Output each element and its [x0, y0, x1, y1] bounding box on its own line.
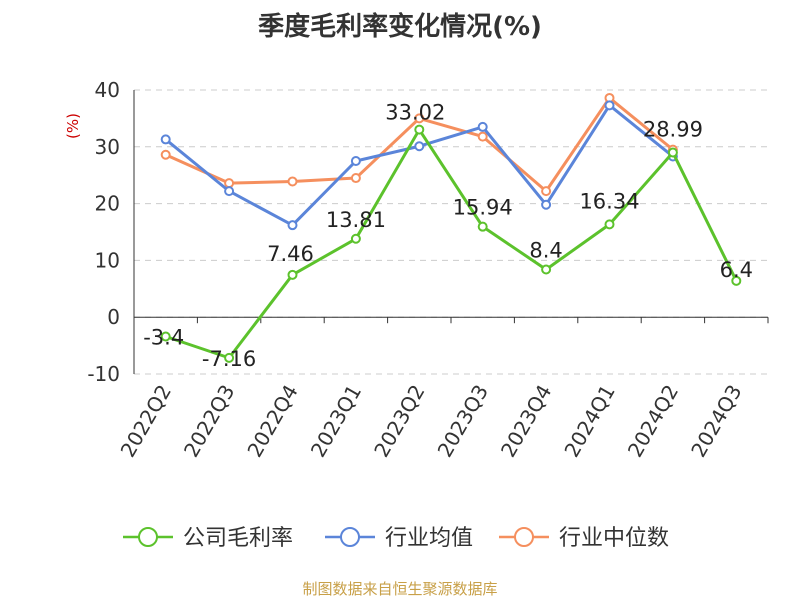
x-tick-label: 2022Q4 — [242, 381, 302, 462]
x-tick-label: 2023Q1 — [306, 381, 366, 462]
x-tick-label: 2022Q2 — [116, 381, 176, 462]
data-point — [287, 220, 298, 231]
data-point — [350, 233, 361, 244]
data-point — [541, 186, 552, 197]
data-label: 28.99 — [643, 118, 703, 142]
data-point — [604, 100, 615, 111]
data-point — [224, 352, 235, 363]
data-label: 6.4 — [720, 258, 753, 282]
data-point — [414, 141, 425, 152]
data-point — [287, 176, 298, 187]
data-point — [667, 147, 678, 158]
x-tick-label: 2024Q1 — [559, 381, 619, 462]
legend-label: 公司毛利率 — [183, 526, 293, 551]
x-tick-label: 2024Q2 — [623, 381, 683, 462]
x-tick-label: 2024Q3 — [686, 381, 746, 462]
data-point — [477, 121, 488, 132]
legend-label: 行业均值 — [385, 526, 473, 551]
y-tick-label: 10 — [95, 248, 120, 272]
y-tick-label: 30 — [95, 135, 120, 159]
y-tick-label: -10 — [87, 362, 120, 386]
data-label: -7.16 — [202, 347, 256, 371]
data-point — [414, 113, 425, 124]
data-point — [160, 149, 171, 160]
data-point — [541, 264, 552, 275]
x-tick-label: 2023Q3 — [433, 381, 493, 462]
data-point — [287, 269, 298, 280]
data-point — [224, 186, 235, 197]
data-point — [541, 199, 552, 210]
data-point — [350, 156, 361, 166]
data-point — [224, 178, 235, 189]
y-tick-label: 0 — [107, 305, 120, 329]
legend-marker — [138, 527, 158, 547]
data-point — [414, 124, 425, 135]
data-point — [160, 331, 171, 342]
data-point — [731, 275, 742, 286]
x-tick-label: 2023Q2 — [369, 381, 429, 462]
legend-marker — [514, 527, 534, 547]
series-line-0 — [165, 128, 738, 360]
chart-title: 季度毛利率变化情况(%) — [258, 12, 542, 42]
data-label: 33.02 — [385, 101, 445, 125]
data-point — [160, 134, 171, 145]
data-label: 15.94 — [453, 196, 513, 220]
y-axis-label: (%) — [64, 113, 82, 139]
data-point — [350, 173, 361, 184]
y-tick-label: 20 — [95, 192, 120, 216]
data-label: 16.34 — [579, 189, 639, 213]
y-tick-label: 40 — [95, 78, 120, 102]
data-label: 13.81 — [326, 208, 386, 232]
source-note: 制图数据来自恒生聚源数据库 — [302, 580, 498, 598]
data-point — [604, 219, 615, 230]
data-label: 7.46 — [267, 242, 314, 266]
data-label: -3.4 — [143, 326, 184, 350]
data-label: 8.4 — [529, 238, 562, 262]
data-point — [477, 131, 488, 142]
x-tick-label: 2022Q3 — [179, 381, 239, 462]
legend-marker — [340, 527, 360, 547]
data-point — [477, 221, 488, 232]
x-tick-label: 2023Q4 — [496, 381, 556, 462]
legend-label: 行业中位数 — [559, 526, 669, 551]
